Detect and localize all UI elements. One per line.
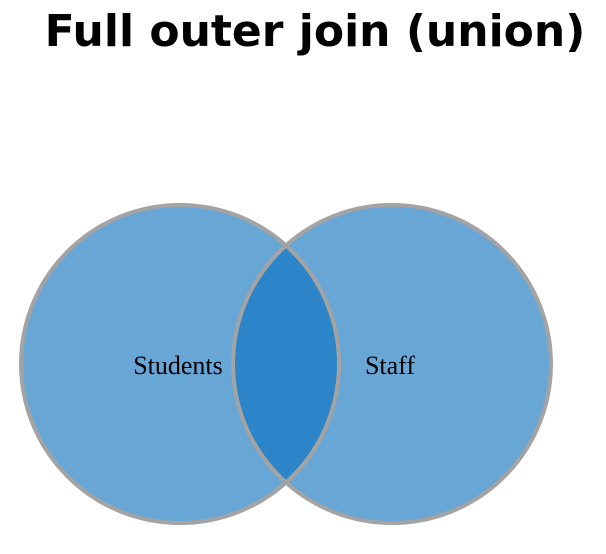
students-set-label: Students: [133, 351, 223, 380]
intersection-region: [233, 205, 339, 523]
staff-set-label: Staff: [365, 351, 415, 380]
students-set-outline: [19, 203, 341, 525]
page-title: Full outer join (union): [44, 6, 586, 57]
staff-set-outline: [231, 203, 553, 525]
